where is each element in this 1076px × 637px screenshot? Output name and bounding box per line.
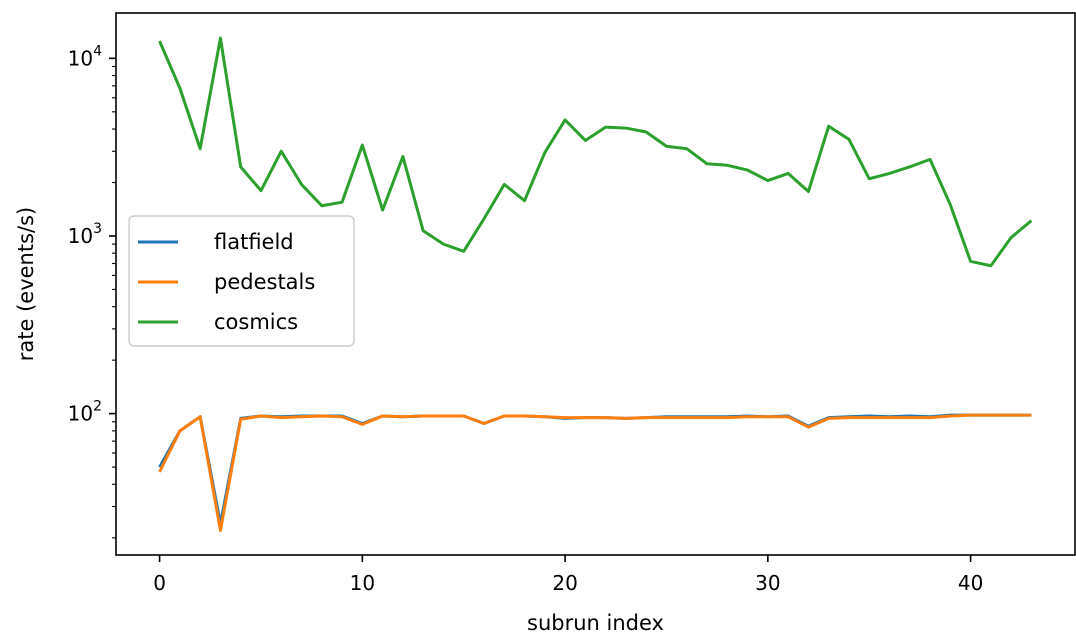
series-line-cosmics: [158, 36, 1033, 268]
x-tick-label: 30: [755, 571, 780, 595]
y-tick-label: 104: [68, 43, 102, 70]
series-line-pedestals: [158, 413, 1032, 532]
series-line-flatfield: [158, 413, 1032, 526]
x-axis-ticks: 0 10 20 30 40: [153, 555, 983, 595]
legend-label-cosmics: cosmics: [214, 310, 298, 334]
legend-label-pedestals: pedestals: [214, 270, 315, 294]
x-tick-label: 0: [153, 571, 166, 595]
y-tick-label: 103: [68, 221, 102, 248]
x-tick-label: 40: [958, 571, 983, 595]
legend-label-flatfield: flatfield: [214, 230, 294, 254]
x-tick-label: 10: [350, 571, 375, 595]
y-tick-label: 102: [68, 399, 102, 426]
y-axis-label: rate (events/s): [14, 207, 38, 362]
legend-box: [128, 215, 355, 347]
plot-area: [115, 12, 1076, 556]
legend: flatfield pedestals cosmics: [128, 215, 355, 347]
x-axis-label: subrun index: [527, 611, 664, 635]
x-tick-label: 20: [552, 571, 577, 595]
axes-frame: [115, 12, 1076, 556]
y-axis-ticks: 102 103 104: [68, 43, 116, 539]
